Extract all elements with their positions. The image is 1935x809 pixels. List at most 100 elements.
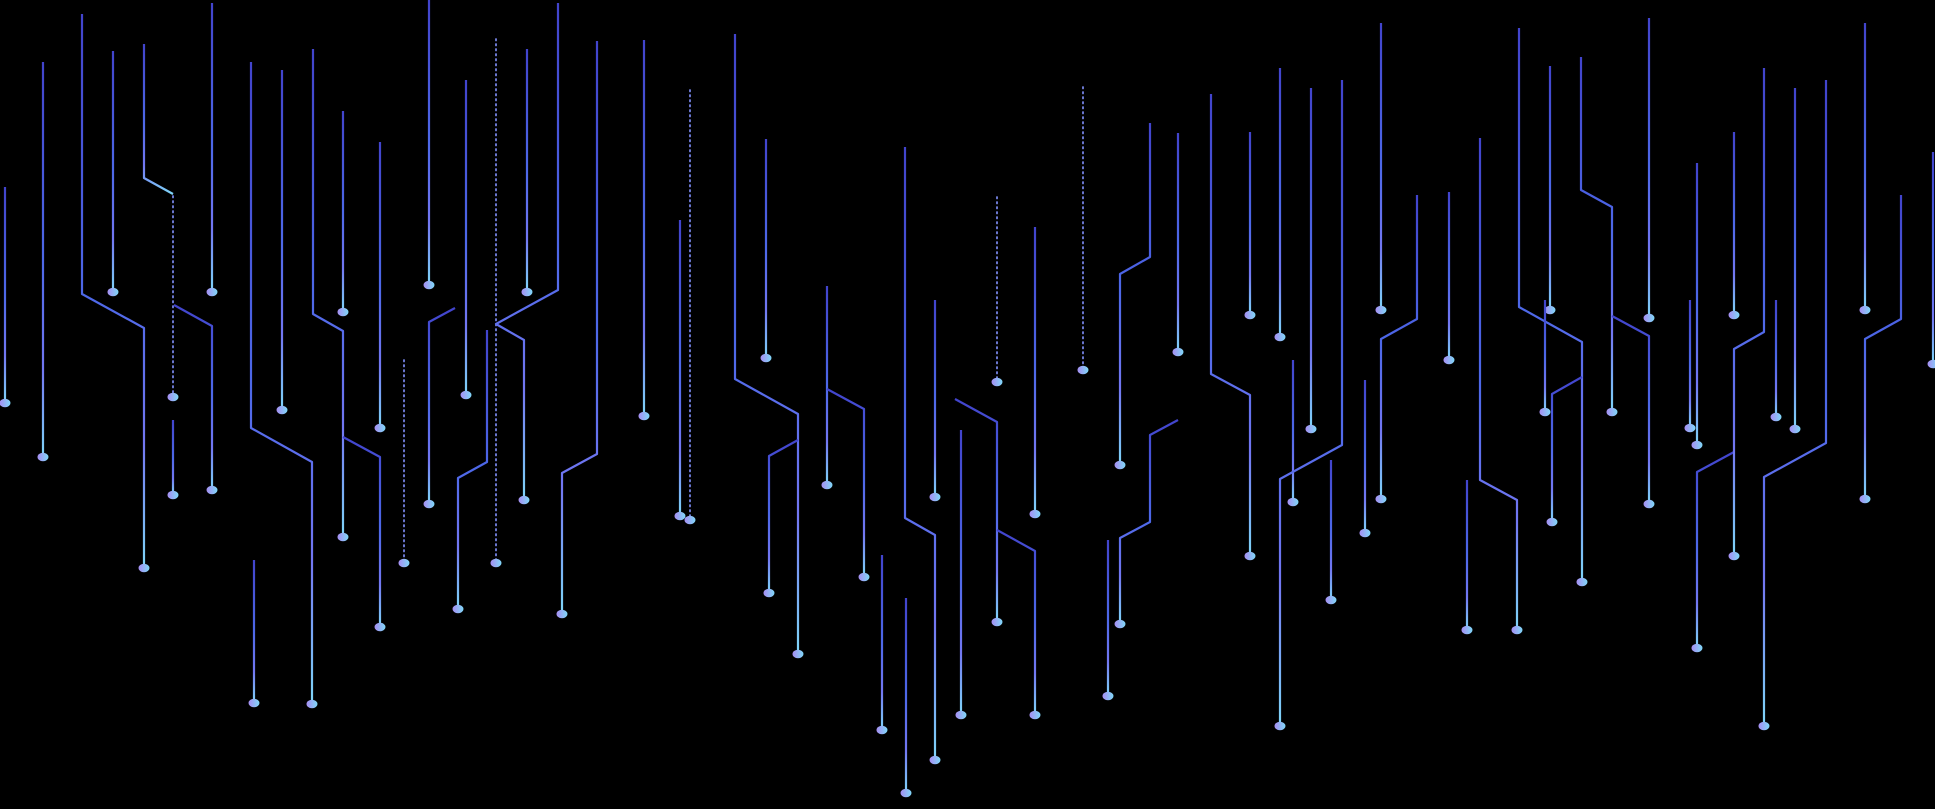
circuit-trace [248,560,260,708]
circuit-trace [1517,28,1588,587]
line [1118,419,1179,624]
line-end-node [1077,365,1089,375]
line-end-node [1539,407,1551,417]
circuit-trace [1544,66,1556,315]
line [1478,138,1519,630]
circuit-trace [1359,380,1371,538]
circuit-trace [1927,152,1935,369]
line-end-node [138,563,150,573]
line [1611,315,1651,504]
circuit-trace [342,436,386,632]
circuit-trace [1611,315,1655,509]
line-end-node [306,699,318,709]
line-end-node [1643,313,1655,323]
circuit-trace [374,142,386,433]
line-end-node [556,609,568,619]
circuit-trace-dotted [684,89,696,525]
line-end-node [1029,710,1041,720]
circuit-trace [1539,300,1551,417]
circuit-trace [337,111,349,317]
line-end-node [1114,460,1126,470]
line-end-node [1859,494,1871,504]
line-end-node [792,649,804,659]
circuit-trace [37,62,49,462]
circuit-trace [1789,88,1801,434]
line [996,529,1037,715]
circuit-trace [107,51,119,297]
line-end-node [1305,424,1317,434]
circuit-trace [249,62,318,709]
line-end-node [452,604,464,614]
circuit-trace [826,388,870,582]
circuit-trace [900,598,912,798]
circuit-trace [929,300,941,502]
circuit-trace [1859,23,1871,315]
line [1732,68,1766,556]
line-end-node [929,755,941,765]
circuit-trace [276,70,288,415]
line-end-node [1244,551,1256,561]
circuit-trace [1375,195,1419,504]
circuit-trace [1305,88,1317,434]
circuit-trace [955,430,967,720]
circuit-trace-dotted [490,38,502,568]
line-end-node [1789,424,1801,434]
line [1118,123,1152,465]
line-end-node [490,558,502,568]
circuit-trace [1758,80,1828,731]
line-end-node [1546,517,1558,527]
line [1863,195,1903,499]
line [1762,80,1828,726]
circuit-trace [638,40,650,421]
circuit-trace [821,286,833,490]
circuit-trace [1728,132,1740,320]
line-end-node [374,622,386,632]
circuit-trace [1461,480,1473,635]
line-end-node [1375,305,1387,315]
line-end-node [1728,551,1740,561]
circuit-trace [142,44,174,195]
line-end-node [1274,721,1286,731]
line-end-node [1728,310,1740,320]
line-end-node [858,572,870,582]
circuit-trace-dotted [167,195,179,402]
circuit-trace [1029,227,1041,519]
line [1209,94,1252,556]
line [1695,451,1735,648]
line [733,34,800,654]
line-end-node [1443,355,1455,365]
line [80,14,146,568]
circuit-trace [452,330,489,614]
line-end-node [423,499,435,509]
line [142,44,174,195]
line-end-node [991,617,1003,627]
circuit-trace [1579,57,1618,417]
line [1550,376,1583,522]
line-end-node [1102,691,1114,701]
line-end-node [521,287,533,297]
line-end-node [1511,625,1523,635]
circuit-trace [1114,123,1152,470]
line-end-node [398,558,410,568]
line-end-node [1691,643,1703,653]
line-end-node [674,511,686,521]
circuit-trace [1770,300,1782,422]
circuit-trace [733,34,804,659]
line-end-node [1691,440,1703,450]
line-end-node [167,392,179,402]
circuit-trace [903,147,941,765]
line-end-node [1684,423,1696,433]
circuit-trace-dotted [398,359,410,568]
circuit-trace [423,307,456,509]
line [826,388,866,577]
line-end-node [167,490,179,500]
circuit-trace [954,398,1003,627]
circuit-trace [1102,540,1114,701]
circuit-trace [423,0,435,290]
line-end-node [763,588,775,598]
line-end-node [1576,577,1588,587]
circuit-trace [1172,133,1184,357]
circuit-trace [1287,360,1299,507]
line [560,41,599,614]
